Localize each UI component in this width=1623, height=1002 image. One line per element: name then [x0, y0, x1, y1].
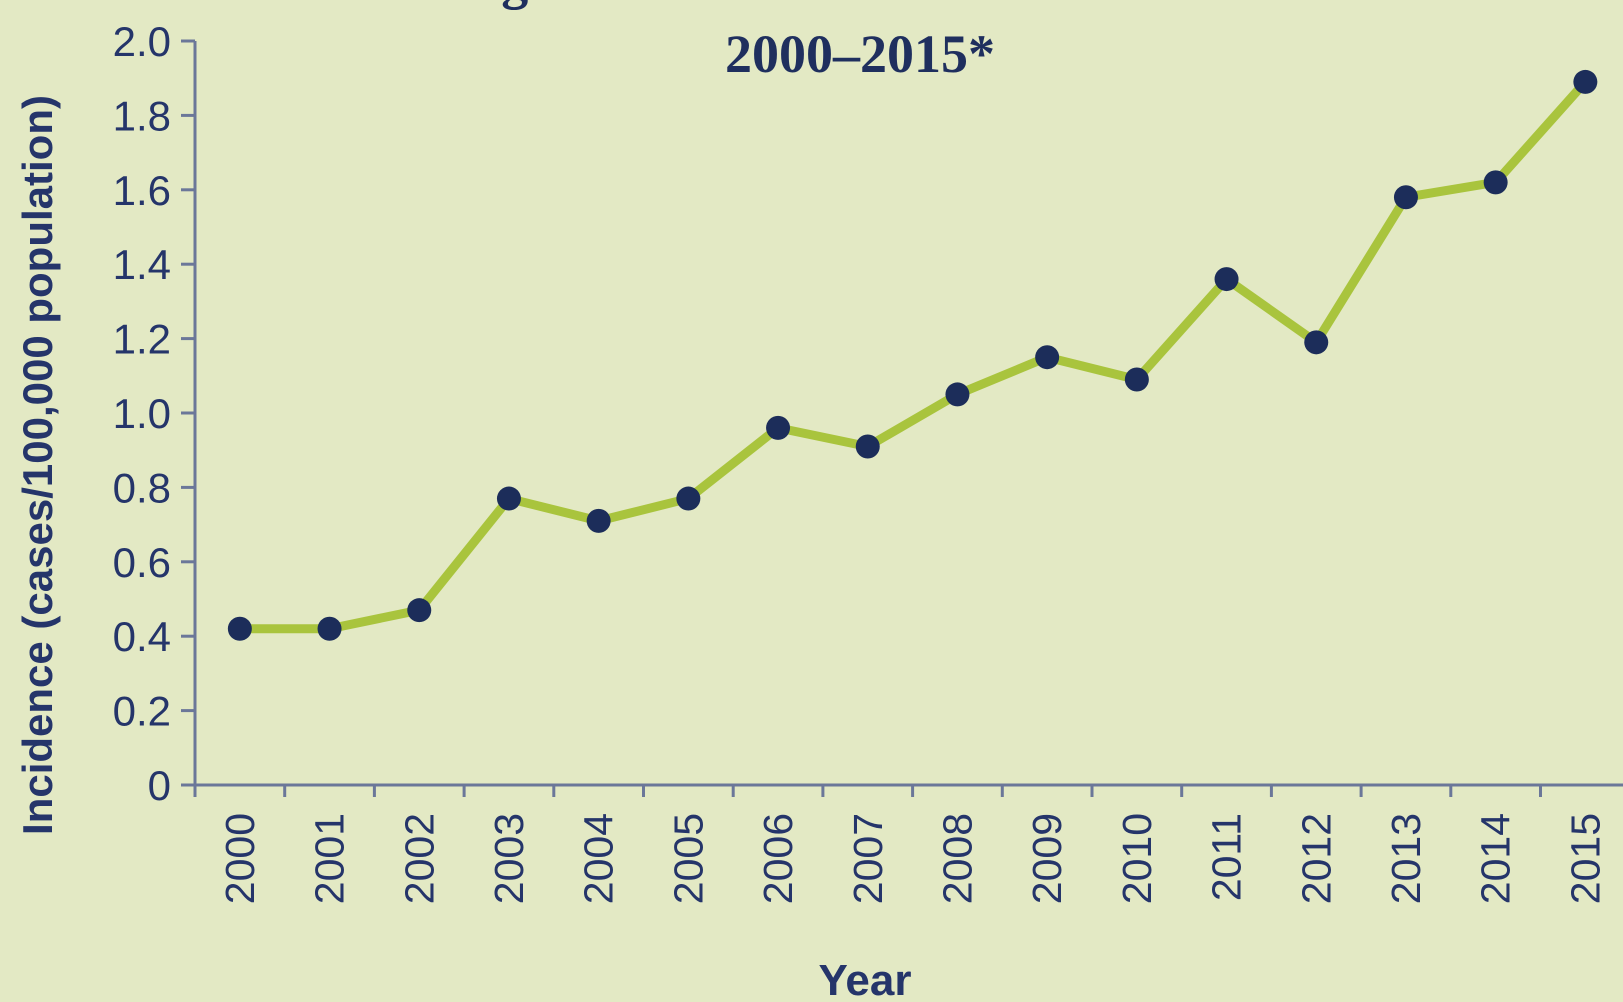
y-tick-label: 0.2	[113, 688, 171, 735]
data-point	[1573, 69, 1598, 94]
x-tick-label: 2006	[755, 813, 801, 904]
x-tick-label: 2004	[576, 813, 622, 904]
y-tick-label: 2.0	[113, 18, 171, 65]
chart-title: Legionnaires' Disease Is On the Rise	[441, 0, 1279, 10]
data-point	[766, 415, 791, 440]
data-point	[1124, 367, 1149, 392]
x-tick-label: 2011	[1204, 813, 1250, 901]
x-tick-label: 2001	[307, 813, 353, 904]
x-tick-label: 2007	[845, 813, 891, 904]
data-point	[227, 616, 252, 641]
data-point	[317, 616, 342, 641]
x-tick-label: 2009	[1024, 813, 1070, 904]
y-tick-label: 1.6	[113, 167, 171, 214]
x-tick-label: 2008	[934, 813, 980, 904]
x-tick-label: 2000	[217, 813, 263, 904]
x-tick-label: 2012	[1293, 813, 1339, 904]
data-point	[1393, 185, 1418, 210]
y-tick-label: 0.4	[113, 613, 171, 660]
data-point	[945, 382, 970, 407]
x-tick-label: 2014	[1473, 813, 1519, 904]
data-point	[586, 508, 611, 533]
y-tick-label: 1.0	[113, 390, 171, 437]
data-point	[855, 434, 880, 459]
data-point	[407, 598, 432, 623]
y-tick-label: 0	[148, 762, 171, 809]
chart-subtitle: 2000–2015*	[725, 24, 995, 84]
data-line	[239, 78, 1589, 634]
x-tick-label: 2015	[1562, 813, 1608, 904]
x-tick-label: 2005	[665, 813, 711, 904]
y-axis-label: Incidence (cases/100,000 population)	[14, 95, 61, 835]
data-point	[1483, 170, 1508, 195]
data-point	[676, 486, 701, 511]
data-point	[496, 486, 521, 511]
y-tick-label: 1.2	[113, 316, 171, 363]
x-axis-label: Year	[819, 956, 912, 1002]
x-tick-label: 2010	[1114, 813, 1160, 904]
data-point	[1214, 267, 1239, 292]
y-tick-label: 1.8	[113, 92, 171, 139]
x-tick-label: 2003	[486, 813, 532, 904]
data-point	[1035, 345, 1060, 370]
y-tick-label: 1.4	[113, 241, 171, 288]
data-point	[1304, 330, 1329, 355]
y-tick-label: 0.6	[113, 539, 171, 586]
x-tick-label: 2002	[396, 813, 442, 904]
x-tick-label: 2013	[1383, 813, 1429, 904]
y-tick-label: 0.8	[113, 464, 171, 511]
